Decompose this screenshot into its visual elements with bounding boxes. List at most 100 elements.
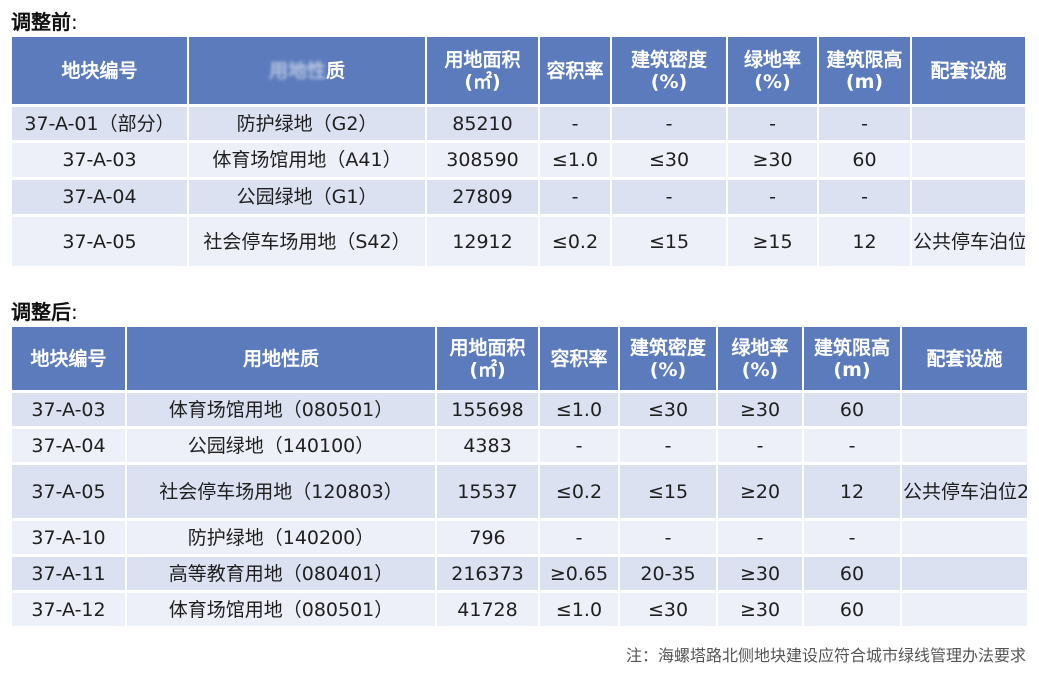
cell-facilities: 公共停车泊位250个 xyxy=(902,465,1027,521)
footnote: 注：海螺塔路北侧地块建设应符合城市绿线管理办法要求 xyxy=(625,646,1026,665)
table-row: 37-A-05 社会停车场用地（120803） 15537 ≤0.2 ≤15 ≥… xyxy=(12,465,1027,521)
cell-area: 308590 xyxy=(427,143,540,180)
cell-area: 27809 xyxy=(427,180,540,217)
before-header-facilities: 配套设施 xyxy=(912,37,1025,107)
cell-plot-id: 37-A-01（部分） xyxy=(12,107,189,143)
after-header-facilities: 配套设施 xyxy=(902,327,1027,393)
cell-facilities xyxy=(912,107,1025,143)
cell-facilities xyxy=(902,521,1027,557)
cell-plot-id: 37-A-11 xyxy=(12,557,127,593)
cell-facilities xyxy=(902,557,1027,593)
cell-height-limit: - xyxy=(804,521,902,557)
cell-green-ratio: - xyxy=(728,180,819,217)
after-section-title: 调整后: xyxy=(11,300,78,324)
cell-height-limit: 12 xyxy=(804,465,902,521)
cell-land-use: 公园绿地（140100） xyxy=(127,429,437,465)
cell-height-limit: - xyxy=(819,180,912,217)
cell-density: - xyxy=(620,429,718,465)
cell-facilities: 公共停车泊位250个 xyxy=(912,217,1025,269)
cell-far: - xyxy=(540,180,612,217)
before-header-height-limit: 建筑限高 (m) xyxy=(819,37,912,107)
cell-area: 41728 xyxy=(437,593,540,629)
after-table: 地块编号 用地性质 用地面积 (㎡) 容积率 建筑密度 (%) 绿地率 (%) 建筑限… xyxy=(12,327,1027,629)
cell-land-use: 体育场馆用地（080501） xyxy=(127,393,437,429)
cell-plot-id: 37-A-03 xyxy=(12,393,127,429)
cell-green-ratio: ≥30 xyxy=(718,393,804,429)
cell-height-limit: 60 xyxy=(804,557,902,593)
cell-height-limit: 60 xyxy=(804,393,902,429)
after-header-land-use: 用地性质 xyxy=(127,327,437,393)
cell-land-use: 防护绿地（G2） xyxy=(189,107,427,143)
cell-green-ratio: - xyxy=(718,521,804,557)
cell-far: - xyxy=(540,107,612,143)
cell-density: ≤15 xyxy=(612,217,728,269)
before-header-far: 容积率 xyxy=(540,37,612,107)
cell-green-ratio: ≥20 xyxy=(718,465,804,521)
cell-land-use: 社会停车场用地（S42） xyxy=(189,217,427,269)
cell-far: ≥0.65 xyxy=(540,557,620,593)
before-header-land-use: 用地性质 xyxy=(189,37,427,107)
cell-density: - xyxy=(620,521,718,557)
cell-far: - xyxy=(540,429,620,465)
cell-green-ratio: ≥30 xyxy=(718,593,804,629)
cell-height-limit: 12 xyxy=(819,217,912,269)
cell-green-ratio: - xyxy=(718,429,804,465)
table-row: 37-A-10 防护绿地（140200） 796 - - - - xyxy=(12,521,1027,557)
after-header-density: 建筑密度 (%) xyxy=(620,327,718,393)
cell-area: 85210 xyxy=(427,107,540,143)
before-header-row: 地块编号 用地性质 用地面积 (㎡) 容积率 建筑密度 (%) 绿地率 (%) 建筑限… xyxy=(12,37,1025,107)
cell-land-use: 防护绿地（140200） xyxy=(127,521,437,557)
table-row: 37-A-03 体育场馆用地（080501） 155698 ≤1.0 ≤30 ≥… xyxy=(12,393,1027,429)
cell-land-use: 体育场馆用地（080501） xyxy=(127,593,437,629)
cell-plot-id: 37-A-10 xyxy=(12,521,127,557)
cell-land-use: 公园绿地（G1） xyxy=(189,180,427,217)
cell-plot-id: 37-A-12 xyxy=(12,593,127,629)
cell-green-ratio: ≥30 xyxy=(728,143,819,180)
cell-facilities xyxy=(912,143,1025,180)
after-header-row: 地块编号 用地性质 用地面积 (㎡) 容积率 建筑密度 (%) 绿地率 (%) 建筑限… xyxy=(12,327,1027,393)
cell-density: - xyxy=(612,180,728,217)
after-header-far: 容积率 xyxy=(540,327,620,393)
cell-far: ≤1.0 xyxy=(540,143,612,180)
cell-plot-id: 37-A-05 xyxy=(12,217,189,269)
cell-far: ≤1.0 xyxy=(540,393,620,429)
cell-area: 15537 xyxy=(437,465,540,521)
after-header-plot-id: 地块编号 xyxy=(12,327,127,393)
cell-land-use: 高等教育用地（080401） xyxy=(127,557,437,593)
cell-far: ≤1.0 xyxy=(540,593,620,629)
before-table: 地块编号 用地性质 用地面积 (㎡) 容积率 建筑密度 (%) 绿地率 (%) 建筑限… xyxy=(12,37,1025,269)
cell-land-use: 社会停车场用地（120803） xyxy=(127,465,437,521)
after-header-green-ratio: 绿地率 (%) xyxy=(718,327,804,393)
table-row: 37-A-05 社会停车场用地（S42） 12912 ≤0.2 ≤15 ≥15 … xyxy=(12,217,1025,269)
cell-density: - xyxy=(612,107,728,143)
cell-far: - xyxy=(540,521,620,557)
cell-density: 20-35 xyxy=(620,557,718,593)
table-row: 37-A-12 体育场馆用地（080501） 41728 ≤1.0 ≤30 ≥3… xyxy=(12,593,1027,629)
before-header-green-ratio: 绿地率 (%) xyxy=(728,37,819,107)
cell-plot-id: 37-A-04 xyxy=(12,429,127,465)
table-row: 37-A-04 公园绿地（G1） 27809 - - - - xyxy=(12,180,1025,217)
cell-green-ratio: ≥30 xyxy=(718,557,804,593)
cell-area: 4383 xyxy=(437,429,540,465)
cell-plot-id: 37-A-05 xyxy=(12,465,127,521)
table-row: 37-A-04 公园绿地（140100） 4383 - - - - xyxy=(12,429,1027,465)
cell-density: ≤30 xyxy=(620,393,718,429)
cell-height-limit: - xyxy=(804,429,902,465)
table-row: 37-A-01（部分） 防护绿地（G2） 85210 - - - - xyxy=(12,107,1025,143)
cell-plot-id: 37-A-03 xyxy=(12,143,189,180)
cell-plot-id: 37-A-04 xyxy=(12,180,189,217)
cell-facilities xyxy=(902,393,1027,429)
cell-land-use: 体育场馆用地（A41） xyxy=(189,143,427,180)
before-header-area: 用地面积 (㎡) xyxy=(427,37,540,107)
after-header-height-limit: 建筑限高 (m) xyxy=(804,327,902,393)
cell-density: ≤15 xyxy=(620,465,718,521)
before-header-density: 建筑密度 (%) xyxy=(612,37,728,107)
before-section-title: 调整前: xyxy=(11,10,78,34)
table-row: 37-A-03 体育场馆用地（A41） 308590 ≤1.0 ≤30 ≥30 … xyxy=(12,143,1025,180)
after-header-area: 用地面积 (㎡) xyxy=(437,327,540,393)
table-row: 37-A-11 高等教育用地（080401） 216373 ≥0.65 20-3… xyxy=(12,557,1027,593)
cell-area: 155698 xyxy=(437,393,540,429)
cell-height-limit: 60 xyxy=(804,593,902,629)
cell-area: 12912 xyxy=(427,217,540,269)
cell-density: ≤30 xyxy=(620,593,718,629)
